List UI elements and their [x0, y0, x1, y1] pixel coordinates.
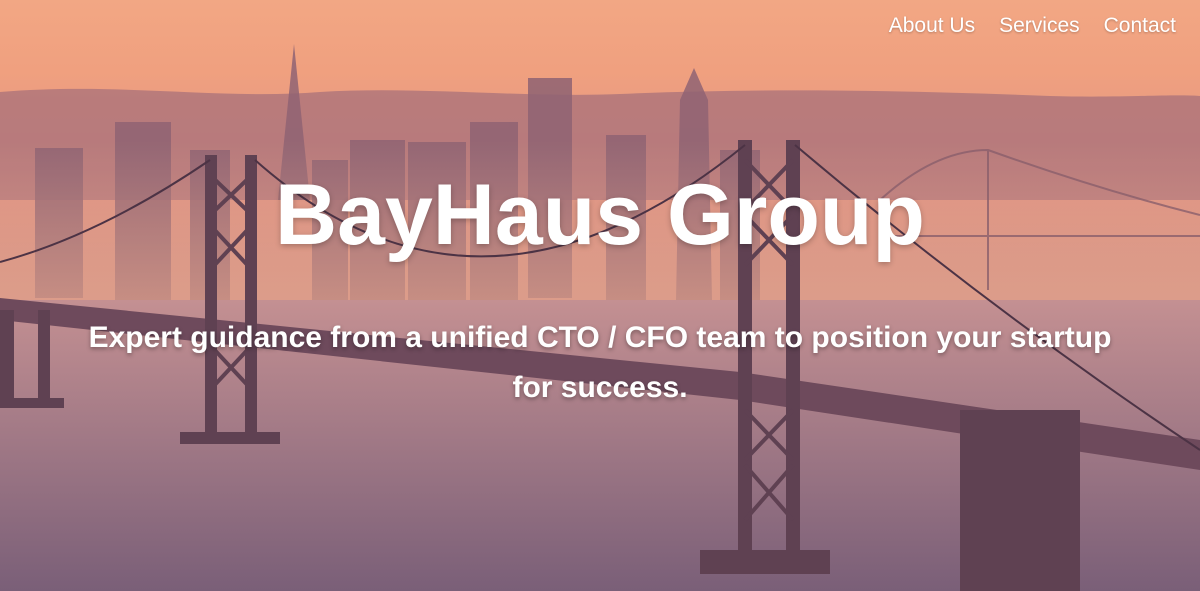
- nav-services-link[interactable]: Services: [999, 14, 1080, 37]
- hero-title: BayHaus Group: [275, 167, 925, 263]
- nav-about-us-link[interactable]: About Us: [888, 14, 976, 37]
- hero-subtitle: Expert guidance from a unified CTO / CFO…: [88, 321, 1112, 404]
- top-navigation: About Us Services Contact: [889, 12, 1176, 40]
- nav-contact-link[interactable]: Contact: [1103, 14, 1176, 37]
